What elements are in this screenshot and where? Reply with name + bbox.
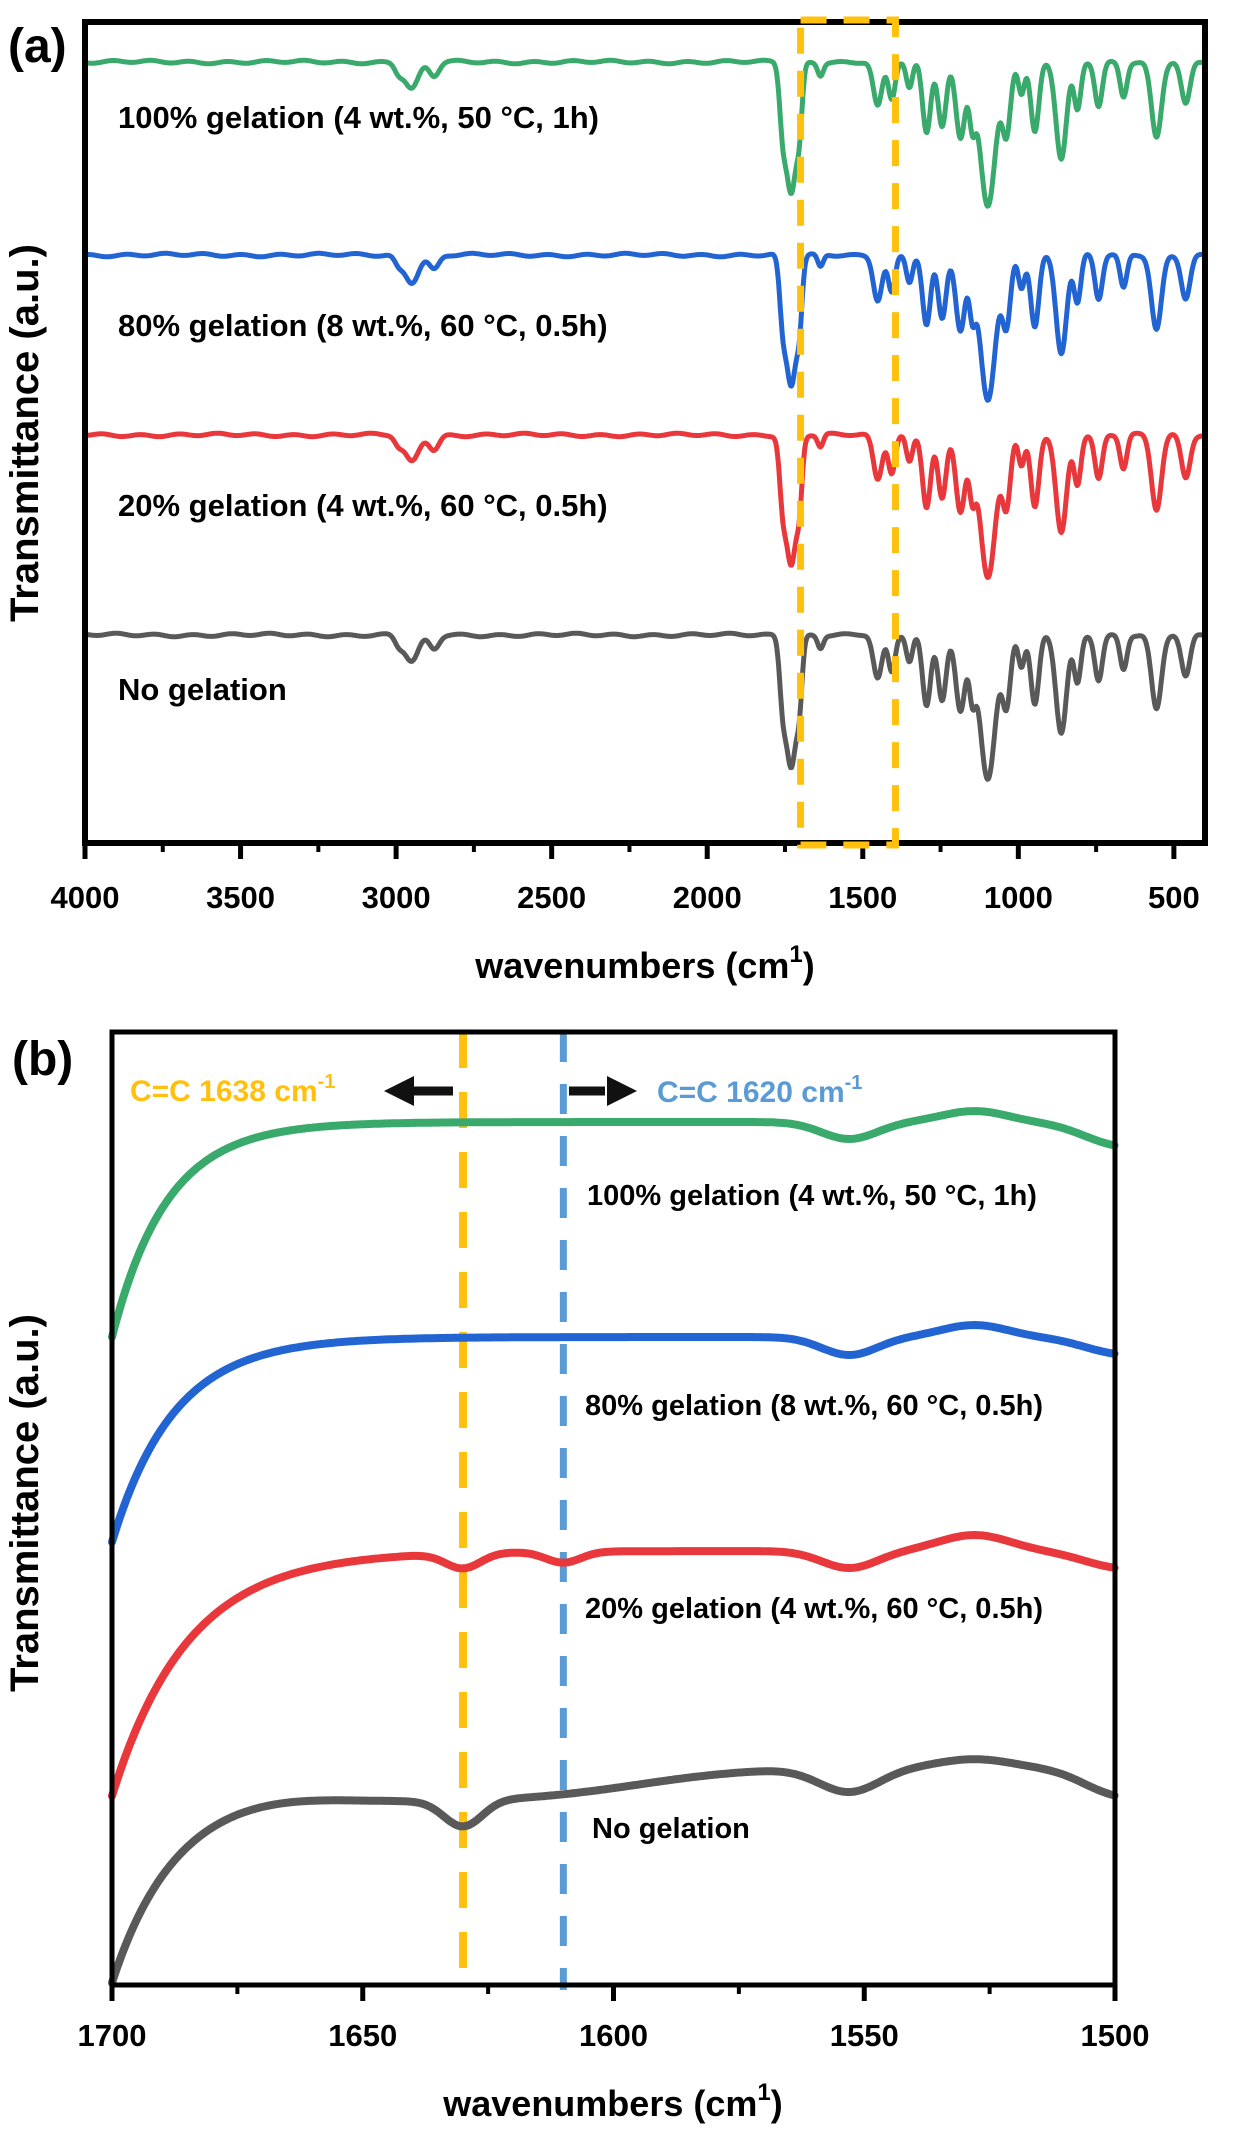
spectrum-trace-b-3	[108, 1755, 1119, 1987]
trace-label-80-gelation: 80% gelation (8 wt.%, 60 °C, 0.5h)	[585, 1390, 1043, 1422]
panel-b-tag: (b)	[12, 1033, 73, 1086]
x-tick-label: 1700	[78, 2018, 147, 2053]
trace-label-20-gelation: 20% gelation (4 wt.%, 60 °C, 0.5h)	[585, 1593, 1043, 1625]
x-tick-label: 2000	[673, 880, 742, 915]
spectrum-trace-b-0	[108, 1107, 1119, 1341]
x-tick-label: 2500	[517, 880, 586, 915]
spectrum-trace-b-1	[108, 1321, 1119, 1546]
x-tick-label: 1650	[328, 2018, 397, 2053]
left-arrow-icon	[384, 1076, 453, 1106]
spectrum-trace-a-0	[82, 57, 1208, 209]
spectrum-trace-a-2	[82, 430, 1208, 580]
trace-label-100-gelation: 100% gelation (4 wt.%, 50 °C, 1h)	[118, 100, 599, 135]
x-tick-label: 1500	[828, 880, 897, 915]
x-tick-label: 1000	[984, 880, 1053, 915]
spectrum-trace-a-3	[82, 630, 1208, 782]
highlight-region-box	[797, 16, 899, 849]
panel-b-chart: 1700 1650 1600 1550 1500 (b) Transmittance (…	[3, 1029, 1150, 2124]
x-tick-label: 1600	[579, 2018, 648, 2053]
panel-a-frame	[82, 19, 1208, 846]
trace-label-100-gelation: 100% gelation (4 wt.%, 50 °C, 1h)	[587, 1180, 1037, 1212]
x-tick-label: 500	[1148, 880, 1200, 915]
panel-a-chart: 4000 3500 3000 2500 2000 1500 1000 500 (a) Tran…	[3, 16, 1208, 986]
trace-label-20-gelation: 20% gelation (4 wt.%, 60 °C, 0.5h)	[118, 488, 608, 523]
panel-b-ylabel: Transmittance (a.u.)	[3, 1314, 47, 1692]
panel-b-xaxis-title: wavenumbers (cm1)	[442, 2079, 782, 2124]
panel-a-generated: 4000 3500 3000 2500 2000 1500 1000 500	[51, 16, 1208, 915]
trace-label-80-gelation: 80% gelation (8 wt.%, 60 °C, 0.5h)	[118, 308, 608, 343]
x-tick-label: 3000	[362, 880, 431, 915]
annotation-cc-1638: C=C 1638 cm-1	[130, 1071, 335, 1108]
panel-b-generated: 1700 1650 1600 1550 1500	[78, 1029, 1150, 2053]
panel-a-ylabel: Transmittance (a.u.)	[3, 244, 47, 622]
trace-label-no-gelation: No gelation	[118, 672, 287, 707]
x-tick-label: 1550	[830, 2018, 899, 2053]
annotation-cc-1620: C=C 1620 cm-1	[657, 1072, 862, 1109]
x-tick-label: 1500	[1081, 2018, 1150, 2053]
x-tick-label: 4000	[51, 880, 120, 915]
panel-a-tag: (a)	[8, 20, 67, 73]
spectrum-trace-a-1	[82, 250, 1208, 403]
x-tick-label: 3500	[206, 880, 275, 915]
right-arrow-icon	[569, 1076, 637, 1106]
trace-label-no-gelation: No gelation	[592, 1813, 750, 1845]
panel-a-xaxis-title: wavenumbers (cm1)	[474, 941, 814, 986]
spectrum-trace-b-2	[108, 1531, 1119, 1800]
